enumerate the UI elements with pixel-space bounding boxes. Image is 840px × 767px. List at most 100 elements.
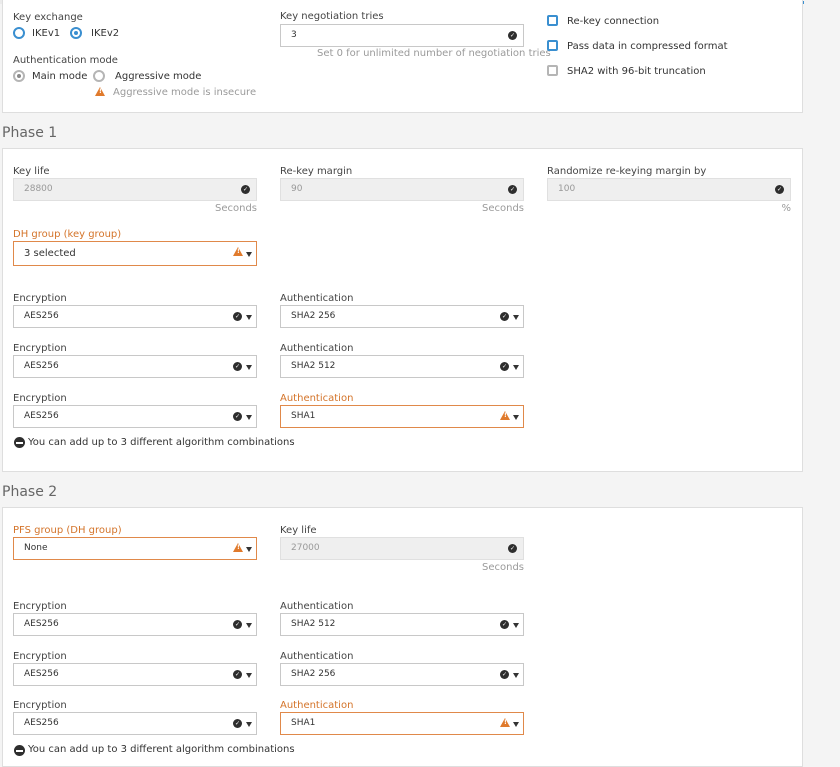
warning-icon: [95, 87, 105, 96]
phase1-rekey-margin-label: Re-key margin: [280, 166, 353, 177]
valid-check-icon: ✓: [775, 185, 784, 194]
phase1-encryption-value-3: AES256: [24, 411, 59, 421]
phase2-authentication-select-3[interactable]: SHA1: [280, 712, 524, 735]
warning-icon: [233, 247, 243, 256]
phase1-encryption-select-3[interactable]: AES256 ✓: [13, 405, 257, 428]
aggressive-mode-radio[interactable]: [93, 70, 105, 82]
aggressive-warning-text: Aggressive mode is insecure: [113, 87, 257, 98]
phase2-authentication-label-3: Authentication: [280, 700, 354, 711]
phase2-authentication-label-2: Authentication: [280, 651, 354, 662]
valid-check-icon: ✓: [233, 312, 242, 321]
phase1-authentication-value-1: SHA2 256: [291, 311, 336, 321]
main-mode-radio[interactable]: [13, 70, 25, 82]
key-tries-value: 3: [291, 30, 297, 40]
valid-check-icon: ✓: [233, 670, 242, 679]
rekey-checkbox[interactable]: [547, 15, 558, 26]
phase1-title: Phase 1: [2, 125, 58, 141]
chevron-down-icon: [513, 673, 519, 678]
phase2-encryption-label-2: Encryption: [13, 651, 67, 662]
phase2-combo-note: You can add up to 3 different algorithm …: [28, 744, 295, 755]
phase1-randomize-value: 100: [558, 184, 576, 194]
remove-combination-icon[interactable]: [14, 437, 25, 448]
phase1-authentication-select-2[interactable]: SHA2 512 ✓: [280, 355, 524, 378]
phase2-pfs-select[interactable]: None: [13, 537, 257, 560]
chevron-down-icon: [246, 415, 252, 420]
valid-check-icon: ✓: [500, 312, 509, 321]
chevron-down-icon: [246, 547, 252, 552]
phase1-randomize-label: Randomize re-keying margin by: [547, 166, 707, 177]
phase2-authentication-select-1[interactable]: SHA2 512 ✓: [280, 613, 524, 636]
aggressive-mode-label: Aggressive mode: [115, 71, 202, 82]
sha2-checkbox[interactable]: [547, 65, 558, 76]
compress-label: Pass data in compressed format: [567, 41, 728, 52]
chevron-down-icon: [246, 722, 252, 727]
valid-check-icon: ✓: [233, 362, 242, 371]
phase1-dh-select[interactable]: 3 selected: [13, 241, 257, 266]
compress-checkbox[interactable]: [547, 40, 558, 51]
chevron-down-icon: [246, 252, 252, 257]
phase1-key-life-input[interactable]: 28800 ✓: [13, 178, 257, 201]
phase2-authentication-value-2: SHA2 256: [291, 669, 336, 679]
phase1-dh-label: DH group (key group): [13, 229, 122, 240]
phase1-encryption-label-3: Encryption: [13, 393, 67, 404]
valid-check-icon: ✓: [500, 362, 509, 371]
warning-icon: [233, 543, 243, 552]
phase1-randomize-input[interactable]: 100 ✓: [547, 178, 791, 201]
phase1-authentication-select-1[interactable]: SHA2 256 ✓: [280, 305, 524, 328]
phase1-key-life-label: Key life: [13, 166, 50, 177]
phase2-encryption-select-2[interactable]: AES256 ✓: [13, 663, 257, 686]
phase1-encryption-label-2: Encryption: [13, 343, 67, 354]
chevron-down-icon: [246, 365, 252, 370]
phase1-rekey-margin-unit: Seconds: [481, 203, 524, 214]
chevron-down-icon: [513, 623, 519, 628]
phase1-rekey-margin-input[interactable]: 90 ✓: [280, 178, 524, 201]
phase1-encryption-select-1[interactable]: AES256 ✓: [13, 305, 257, 328]
phase2-title: Phase 2: [2, 484, 58, 500]
valid-check-icon: ✓: [508, 185, 517, 194]
phase1-authentication-label-3: Authentication: [280, 393, 354, 404]
valid-check-icon: ✓: [233, 620, 242, 629]
phase2-authentication-label-1: Authentication: [280, 601, 354, 612]
phase1-rekey-margin-value: 90: [291, 184, 303, 194]
phase2-authentication-value-1: SHA2 512: [291, 619, 336, 629]
phase2-encryption-label-3: Encryption: [13, 700, 67, 711]
valid-check-icon: ✓: [500, 620, 509, 629]
phase1-authentication-value-3: SHA1: [291, 411, 316, 421]
key-exchange-label: Key exchange: [13, 12, 83, 23]
main-mode-label: Main mode: [32, 71, 88, 82]
phase2-pfs-label: PFS group (DH group): [13, 525, 122, 536]
phase2-key-life-input[interactable]: 27000 ✓: [280, 537, 524, 560]
ikev2-radio[interactable]: [70, 27, 82, 39]
general-panel: [2, 0, 803, 113]
phase1-randomize-unit: %: [781, 203, 791, 214]
phase1-authentication-select-3[interactable]: SHA1: [280, 405, 524, 428]
sha2-label: SHA2 with 96-bit truncation: [567, 66, 706, 77]
phase2-authentication-value-3: SHA1: [291, 718, 316, 728]
phase1-encryption-select-2[interactable]: AES256 ✓: [13, 355, 257, 378]
phase2-encryption-value-2: AES256: [24, 669, 59, 679]
chevron-down-icon: [246, 623, 252, 628]
valid-check-icon: ✓: [233, 719, 242, 728]
phase1-dh-value: 3 selected: [24, 248, 76, 259]
warning-icon: [500, 411, 510, 420]
rekey-label: Re-key connection: [567, 16, 660, 27]
auth-mode-label: Authentication mode: [13, 55, 118, 66]
phase1-authentication-label-2: Authentication: [280, 343, 354, 354]
phase2-key-life-label: Key life: [280, 525, 317, 536]
phase2-key-life-value: 27000: [291, 543, 320, 553]
key-tries-input[interactable]: 3 ✓: [280, 24, 524, 47]
phase2-encryption-select-1[interactable]: AES256 ✓: [13, 613, 257, 636]
phase2-key-life-unit: Seconds: [481, 562, 524, 573]
phase2-encryption-select-3[interactable]: AES256 ✓: [13, 712, 257, 735]
chevron-down-icon: [513, 365, 519, 370]
chevron-down-icon: [513, 315, 519, 320]
phase2-authentication-select-2[interactable]: SHA2 256 ✓: [280, 663, 524, 686]
valid-check-icon: ✓: [508, 544, 517, 553]
phase1-authentication-value-2: SHA2 512: [291, 361, 336, 371]
phase1-encryption-value-1: AES256: [24, 311, 59, 321]
remove-combination-icon[interactable]: [14, 745, 25, 756]
ikev2-label: IKEv2: [91, 28, 120, 39]
chevron-down-icon: [513, 722, 519, 727]
ikev1-radio[interactable]: [13, 27, 25, 39]
valid-check-icon: ✓: [241, 185, 250, 194]
